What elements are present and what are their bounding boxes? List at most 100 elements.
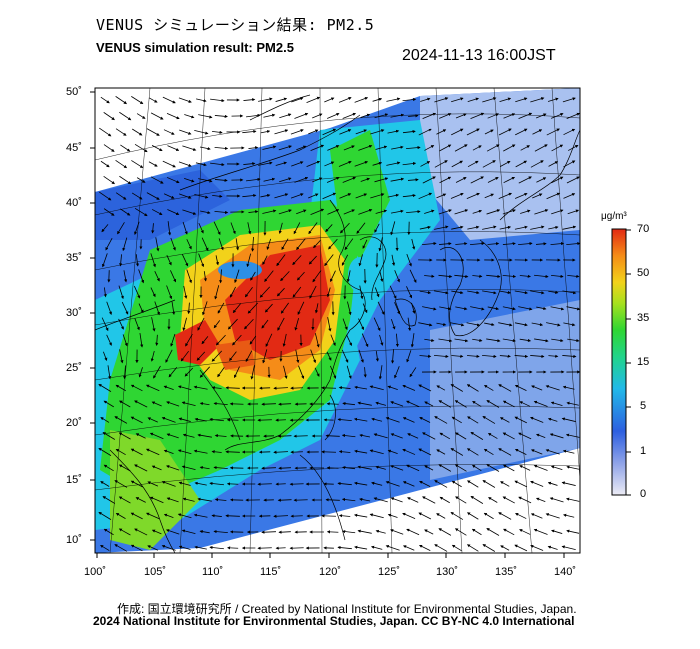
wind-arrow bbox=[326, 351, 332, 361]
wind-arrow bbox=[161, 480, 176, 487]
wind-arrow bbox=[163, 513, 174, 518]
wind-arrow bbox=[566, 465, 580, 470]
wind-arrow bbox=[482, 354, 497, 358]
wind-arrow bbox=[312, 270, 322, 283]
wind-arrow bbox=[359, 285, 364, 300]
wind-arrow bbox=[343, 209, 355, 215]
wind-arrow bbox=[387, 449, 398, 454]
wind-arrow bbox=[195, 162, 207, 167]
wind-arrow bbox=[378, 365, 383, 380]
wind-arrow bbox=[330, 334, 336, 347]
wind-arrow bbox=[262, 349, 268, 364]
wind-arrow bbox=[562, 449, 575, 454]
wind-arrow bbox=[296, 271, 305, 281]
wind-arrow bbox=[436, 193, 447, 199]
wind-arrow bbox=[261, 319, 269, 329]
wind-arrow bbox=[130, 384, 143, 392]
wind-arrow bbox=[290, 193, 304, 199]
wind-arrow bbox=[467, 225, 480, 230]
wind-arrow bbox=[273, 514, 289, 518]
wind-arrow bbox=[138, 367, 143, 378]
wind-arrow bbox=[548, 161, 559, 167]
wind-arrow bbox=[531, 385, 543, 391]
wind-arrow bbox=[518, 432, 532, 440]
wind-arrow bbox=[402, 448, 416, 455]
wind-arrow bbox=[341, 349, 349, 363]
wind-arrow bbox=[394, 302, 401, 315]
wind-arrow bbox=[341, 254, 349, 266]
wind-arrow bbox=[330, 270, 336, 283]
wind-arrow bbox=[530, 449, 543, 455]
wind-arrow bbox=[251, 236, 255, 252]
wind-arrow bbox=[100, 160, 110, 168]
wind-arrow bbox=[273, 450, 288, 454]
wind-arrow bbox=[434, 97, 449, 103]
wind-arrow bbox=[198, 114, 213, 119]
wind-arrow bbox=[297, 301, 305, 315]
wind-arrow bbox=[545, 449, 560, 455]
wind-arrow bbox=[395, 333, 399, 348]
wind-arrow bbox=[387, 129, 400, 134]
wind-arrow bbox=[434, 290, 449, 295]
wind-arrow bbox=[275, 161, 288, 166]
wind-arrow bbox=[243, 162, 256, 166]
wind-arrow bbox=[487, 242, 500, 246]
wind-arrow bbox=[166, 465, 180, 471]
wind-arrow bbox=[151, 145, 163, 152]
wind-arrow bbox=[294, 112, 309, 119]
wind-arrow bbox=[562, 290, 577, 295]
wind-arrow bbox=[487, 177, 499, 183]
wind-arrow bbox=[328, 238, 338, 250]
wind-arrow bbox=[487, 113, 500, 119]
wind-arrow bbox=[455, 113, 467, 119]
wind-arrow bbox=[342, 112, 357, 119]
wind-arrow bbox=[422, 496, 436, 504]
wind-arrow bbox=[215, 255, 220, 266]
wind-arrow bbox=[374, 223, 380, 233]
wind-arrow bbox=[184, 367, 194, 377]
wind-arrow bbox=[151, 317, 156, 332]
wind-arrow bbox=[339, 222, 350, 234]
wind-arrow bbox=[502, 306, 516, 311]
wind-arrow bbox=[532, 193, 543, 199]
wind-arrow bbox=[273, 386, 288, 390]
wind-arrow bbox=[178, 417, 191, 422]
lon-label: 100˚ bbox=[84, 566, 107, 578]
wind-arrow bbox=[342, 176, 357, 183]
wind-arrow bbox=[422, 432, 436, 440]
wind-arrow bbox=[519, 338, 532, 343]
wind-arrow bbox=[342, 318, 348, 331]
wind-arrow bbox=[186, 269, 192, 284]
wind-arrow bbox=[294, 317, 299, 331]
wind-arrow bbox=[103, 528, 114, 536]
wind-arrow bbox=[306, 96, 321, 103]
wind-arrow bbox=[150, 176, 164, 184]
wind-arrow bbox=[338, 160, 352, 167]
wind-arrow bbox=[402, 384, 416, 391]
wind-arrow bbox=[438, 400, 452, 408]
wind-arrow bbox=[406, 146, 421, 150]
wind-arrow bbox=[98, 511, 112, 520]
wind-arrow bbox=[342, 529, 356, 534]
wind-arrow bbox=[194, 194, 209, 199]
wind-arrow bbox=[227, 318, 238, 330]
wind-arrow bbox=[194, 481, 207, 486]
wind-arrow bbox=[130, 544, 143, 552]
wind-arrow bbox=[551, 176, 564, 184]
wind-arrow bbox=[177, 513, 192, 519]
wind-arrow bbox=[146, 512, 160, 520]
wind-arrow bbox=[390, 177, 405, 182]
lon-label: 120˚ bbox=[319, 566, 342, 578]
wind-arrow bbox=[551, 113, 564, 119]
wind-arrow bbox=[455, 242, 468, 246]
wind-arrow bbox=[199, 366, 210, 378]
wind-arrow bbox=[467, 290, 480, 295]
wind-arrow bbox=[402, 97, 417, 102]
wind-arrow bbox=[166, 497, 179, 503]
wind-arrow bbox=[409, 367, 417, 378]
wind-arrow bbox=[499, 290, 511, 295]
wind-arrow bbox=[274, 129, 289, 135]
wind-arrow bbox=[470, 495, 484, 504]
wind-arrow bbox=[436, 129, 447, 135]
wind-arrow bbox=[182, 145, 197, 151]
